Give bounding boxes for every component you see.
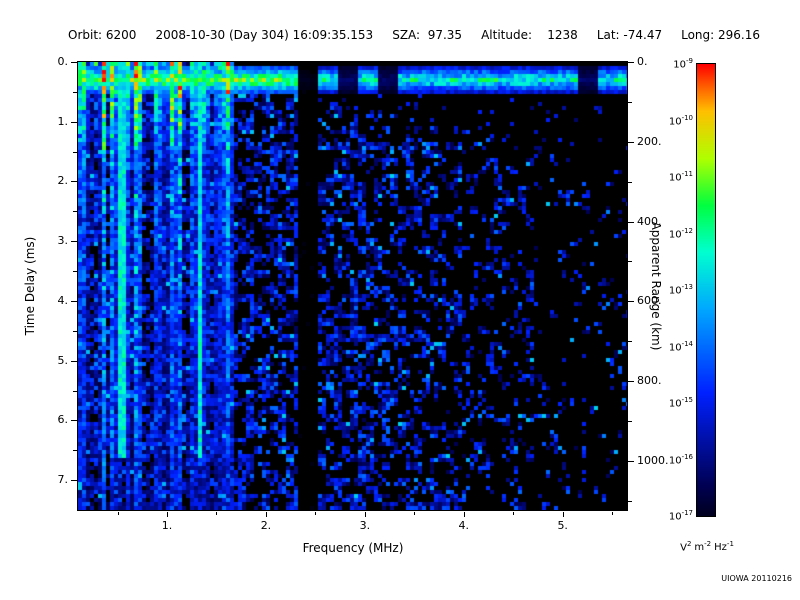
axis-tick	[71, 360, 77, 362]
y-axis-title: Time Delay (ms)	[23, 236, 37, 336]
x-tick-label: 1.	[161, 519, 173, 532]
x-tick-label: 5.	[557, 519, 568, 532]
axis-tick	[73, 450, 77, 452]
axis-tick	[463, 512, 465, 517]
colorbar-tick-label: 10-16	[668, 452, 693, 466]
unit-base: m	[694, 542, 705, 554]
y2-tick-label: 400.	[637, 214, 662, 228]
axis-tick	[628, 500, 632, 502]
colorbar-tick-label: 10-13	[668, 283, 693, 297]
axis-tick	[73, 271, 77, 273]
y-tick-label: 5.	[57, 353, 69, 367]
colorbar-tick-label: 10-11	[668, 170, 693, 184]
plot-frame	[77, 61, 628, 511]
axis-tick	[71, 420, 77, 422]
header-sza: SZA: 97.35	[392, 28, 463, 42]
unit-base: Hz	[714, 542, 727, 554]
unit-exponent: 2	[686, 540, 692, 548]
axis-tick	[628, 421, 632, 423]
axis-tick	[117, 512, 119, 515]
y2-tick-label: 1000.	[637, 453, 669, 467]
colorbar-labels: 10-9 10-10 10-11 10-12 10-13 10-14 10-15 10-16 1…	[638, 57, 693, 522]
axis-tick	[167, 512, 169, 517]
axis-tick	[73, 151, 77, 153]
axis-tick	[73, 91, 77, 93]
colorbar-tick-label: 10-12	[668, 226, 693, 240]
axis-tick	[71, 241, 77, 243]
colorbar-tick-label: 10-10	[668, 113, 693, 127]
colorbar-tick-label: 10-15	[668, 396, 693, 410]
axis-tick	[364, 512, 366, 517]
x-tick-label: 2.	[260, 519, 272, 532]
axis-tick	[628, 341, 632, 343]
y2-tick-label: 800.	[637, 374, 662, 388]
unit-exponent: -2	[704, 540, 712, 548]
axis-tick	[71, 480, 77, 482]
axis-tick	[628, 261, 632, 263]
header-altitude: Altitude: 1238	[481, 28, 578, 42]
ionogram-canvas	[78, 62, 627, 510]
y-tick-label: 2.	[57, 174, 69, 188]
header-orbit: Orbit: 6200	[68, 28, 137, 42]
axis-tick	[71, 300, 77, 302]
axis-tick	[562, 512, 564, 517]
axis-tick	[73, 211, 77, 213]
x-axis-title: Frequency (MHz)	[302, 541, 404, 555]
y-tick-label: 7.	[57, 473, 69, 487]
unit-base: V	[680, 542, 687, 554]
axis-tick	[628, 101, 632, 103]
header-long: Long: 296.16	[681, 28, 760, 42]
axis-tick	[628, 62, 634, 63]
y2-tick-label: 0.	[637, 55, 648, 68]
axis-tick	[265, 512, 267, 517]
axis-tick	[513, 512, 515, 515]
axis-tick	[71, 62, 77, 63]
y2-tick-label: 600.	[637, 294, 662, 308]
axis-tick	[628, 460, 634, 462]
header-datetime: 2008-10-30 (Day 304) 16:09:35.153	[155, 28, 374, 42]
axis-tick	[315, 512, 317, 515]
y-tick-label: 4.	[57, 293, 69, 307]
x-tick-label: 3.	[359, 519, 371, 532]
y2-tick-label: 200.	[637, 134, 662, 148]
axis-tick	[73, 390, 77, 392]
axis-tick	[414, 512, 416, 515]
y-tick-label: 3.	[57, 234, 69, 248]
axis-tick	[628, 221, 634, 223]
axis-tick	[628, 381, 634, 383]
header-bar: Orbit: 6200 2008-10-30 (Day 304) 16:09:3…	[68, 28, 778, 42]
axis-tick	[71, 181, 77, 183]
y-tick-label: 1.	[57, 114, 69, 128]
colorbar-tick-label: 10-9	[673, 57, 693, 71]
axis-tick	[612, 512, 614, 515]
colorbar-tick-label: 10-14	[668, 339, 693, 353]
axis-tick	[73, 330, 77, 332]
colorbar-tick-label: 10-17	[668, 509, 693, 523]
y-tick-label: 0.	[57, 55, 69, 68]
axis-tick	[71, 121, 77, 123]
colorbar-unit: V2 m-2 Hz-1	[648, 540, 766, 553]
x-tick-label: 4.	[458, 519, 470, 532]
axis-tick	[628, 141, 634, 143]
colorbar	[696, 63, 716, 517]
credit-text: UIOWA 20110216	[721, 574, 792, 583]
y-tick-label: 6.	[57, 413, 69, 427]
axis-tick	[216, 512, 218, 515]
unit-exponent: -1	[726, 540, 734, 548]
header-lat: Lat: -74.47	[596, 28, 663, 42]
axis-tick	[628, 181, 632, 183]
axis-tick	[628, 301, 634, 303]
